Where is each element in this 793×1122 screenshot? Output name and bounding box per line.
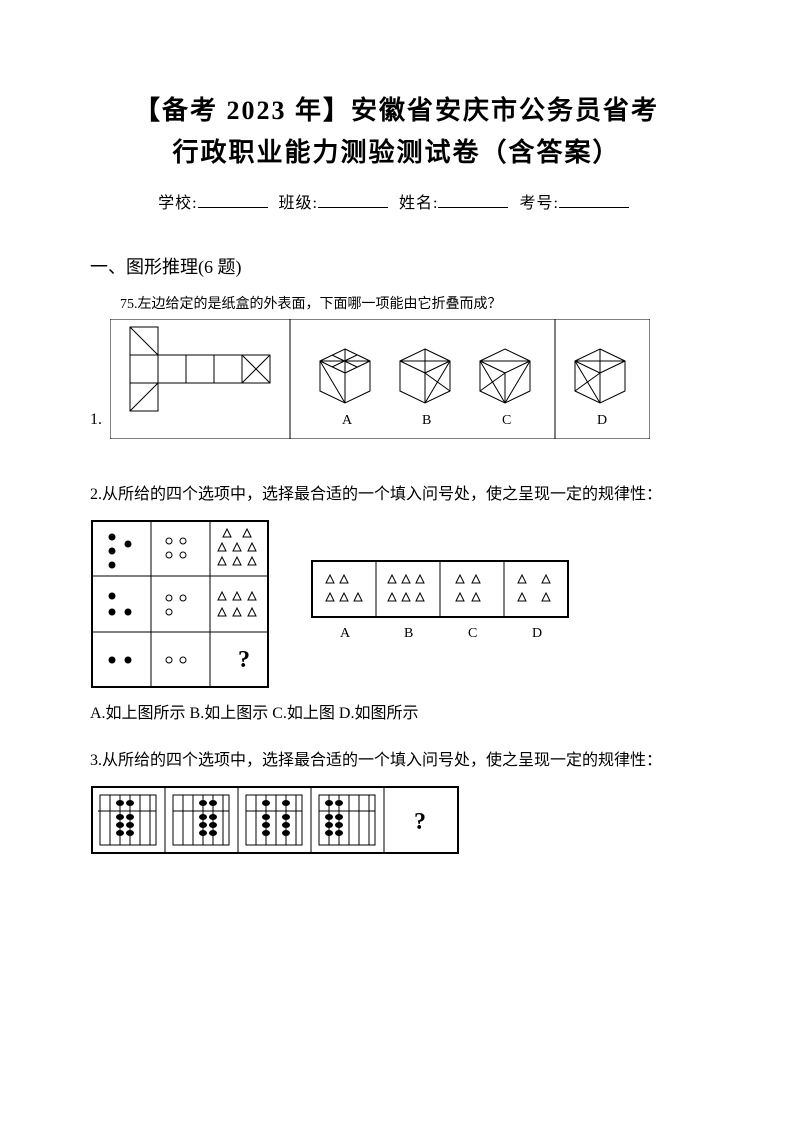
q2-question-mark: ?: [238, 647, 250, 673]
q2-opt-c-label: C: [468, 626, 477, 641]
q1-option-a: A: [342, 413, 353, 428]
q2-opt-d-label: D: [532, 626, 542, 641]
question-2-figures: ? A B C D: [90, 519, 703, 689]
document-title: 【备考 2023 年】安徽省安庆市公务员省考 行政职业能力测验测试卷（含答案）: [90, 90, 703, 173]
question-1: 1.: [90, 319, 703, 439]
title-line-1: 【备考 2023 年】安徽省安庆市公务员省考: [90, 90, 703, 132]
class-blank[interactable]: [318, 207, 388, 208]
q3-abacus-row: ?: [90, 785, 460, 855]
q1-option-c: C: [502, 413, 511, 428]
q1-prompt: 75.左边给定的是纸盒的外表面，下面哪一项能由它折叠而成？: [120, 293, 703, 313]
q1-figure: A B C: [110, 319, 650, 439]
q1-option-d: D: [597, 413, 607, 428]
name-blank[interactable]: [438, 207, 508, 208]
q3-text: 3.从所给的四个选项中，选择最合适的一个填入问号处，使之呈现一定的规律性：: [90, 745, 703, 777]
q2-text: 2.从所给的四个选项中，选择最合适的一个填入问号处，使之呈现一定的规律性：: [90, 479, 703, 511]
q2-opt-a-label: A: [340, 626, 351, 641]
school-label: 学校:: [158, 195, 197, 212]
q1-number: 1.: [90, 411, 102, 439]
question-3-figures: ?: [90, 785, 703, 855]
school-blank[interactable]: [198, 207, 268, 208]
q2-grid: ?: [90, 519, 270, 689]
q2-options: A B C D: [310, 559, 570, 649]
student-info-line: 学校: 班级: 姓名: 考号:: [90, 189, 703, 213]
name-label: 姓名:: [399, 195, 438, 212]
class-label: 班级:: [279, 195, 318, 212]
title-line-2: 行政职业能力测验测试卷（含答案）: [90, 132, 703, 174]
q2-answers-text: A.如上图所示 B.如上图示 C.如上图 D.如图所示: [90, 699, 703, 723]
id-label: 考号:: [519, 195, 558, 212]
q2-opt-b-label: B: [404, 626, 413, 641]
q3-question-mark: ?: [414, 809, 426, 835]
section-1-heading: 一、图形推理(6 题): [90, 253, 703, 279]
q1-option-b: B: [422, 413, 431, 428]
id-blank[interactable]: [559, 207, 629, 208]
